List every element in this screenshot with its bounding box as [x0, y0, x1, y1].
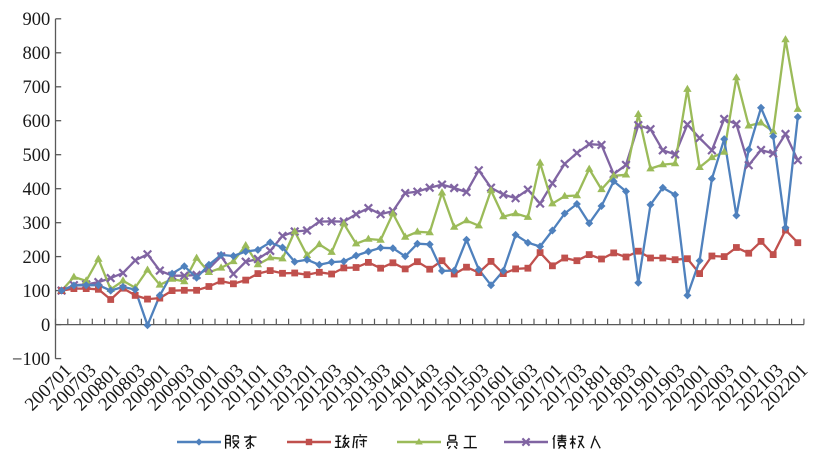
- svg-text:300: 300: [22, 214, 50, 234]
- svg-text:0: 0: [41, 316, 50, 336]
- svg-text:400: 400: [22, 180, 50, 200]
- svg-text:800: 800: [22, 44, 50, 64]
- svg-text:200: 200: [22, 248, 50, 268]
- svg-text:700: 700: [22, 78, 50, 98]
- svg-text:900: 900: [22, 10, 50, 30]
- svg-text:−100: −100: [12, 350, 50, 370]
- svg-text:600: 600: [22, 112, 50, 132]
- svg-text:100: 100: [22, 282, 50, 302]
- svg-text:500: 500: [22, 146, 50, 166]
